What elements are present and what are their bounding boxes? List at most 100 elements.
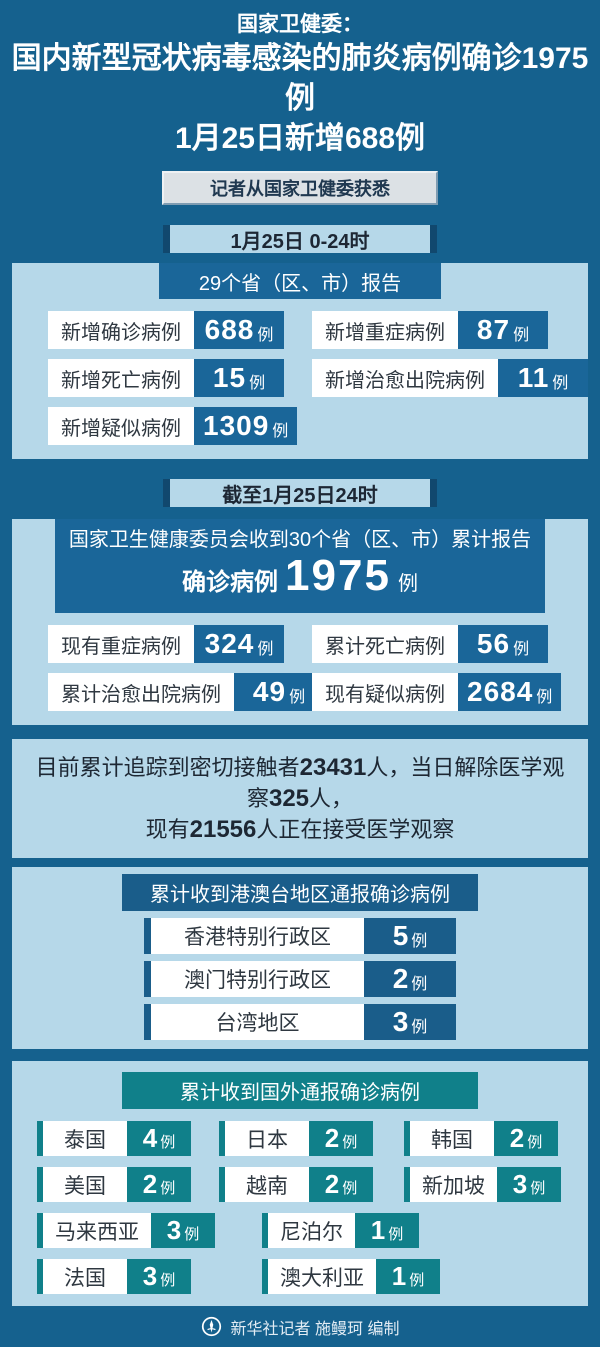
cumulative-tab: 截至1月25日24时 (163, 479, 437, 507)
country-label: 马来西亚 (43, 1213, 151, 1248)
page-header: 国家卫健委： 国内新型冠状病毒感染的肺炎病例确诊1975例 1月25日新增688… (0, 0, 600, 205)
observation-text: 人正在接受医学观察 (256, 817, 455, 842)
stat-unit: 例 (409, 1271, 425, 1289)
stat-row: 累计死亡病例 56 例 (312, 625, 548, 663)
stat-unit: 例 (397, 573, 418, 595)
stat-row: 现有疑似病例 2684 例 (312, 673, 562, 711)
country-value: 1 (370, 1215, 386, 1245)
row-accent-bar (219, 1167, 225, 1202)
stat-unit: 例 (289, 689, 306, 706)
country-value: 1 (391, 1261, 407, 1291)
page-title-line1: 国内新型冠状病毒感染的肺炎病例确诊1975例 (11, 42, 589, 115)
region-value: 3 (392, 1006, 409, 1037)
stat-unit: 例 (536, 689, 553, 706)
country-label: 日本 (225, 1121, 309, 1156)
stat-unit: 例 (160, 1179, 176, 1197)
stat-unit: 例 (411, 976, 428, 993)
cumulative-section: 截至1月25日24时 国家卫生健康委员会收到30个省（区、市）累计报告 确诊病例… (0, 479, 600, 725)
stat-unit: 例 (388, 1225, 404, 1243)
stat-value-box: 56 例 (458, 625, 548, 663)
stat-value-box: 49 例 (234, 673, 324, 711)
row-accent-bar (144, 1004, 151, 1040)
row-accent-bar (144, 918, 151, 954)
page-footer: 新华社记者 施鳗珂 编制 (0, 1306, 600, 1347)
observation-text: 现有 (145, 817, 190, 842)
cumulative-summary-line2: 确诊病例 1975 例 (55, 553, 545, 607)
stat-unit: 例 (411, 1019, 428, 1036)
daily-section: 1月25日 0-24时 29个省（区、市）报告 新增确诊病例 688 例 新增重症… (0, 225, 600, 459)
country-value: 3 (142, 1261, 158, 1291)
regions-header: 累计收到港澳台地区通报确诊病例 (122, 874, 478, 911)
region-value: 2 (392, 963, 409, 994)
stat-label: 累计死亡病例 (312, 625, 458, 663)
stat-label: 现有疑似病例 (312, 673, 458, 711)
observation-text: 人，当日解除医学观察 (246, 755, 565, 811)
stat-value: 324 (204, 628, 255, 659)
stat-unit: 例 (160, 1133, 176, 1151)
stat-label: 新增治愈出院病例 (312, 359, 498, 397)
country-value: 4 (142, 1123, 158, 1153)
stat-unit: 例 (184, 1225, 200, 1243)
observation-number: 325 (268, 785, 310, 812)
row-accent-bar (404, 1121, 410, 1156)
daily-rows: 新增确诊病例 688 例 新增重症病例 87 例 新增死亡病例 15 例 新增治愈出院… (12, 299, 588, 459)
country-value: 3 (166, 1215, 182, 1245)
stat-label: 现有重症病例 (48, 625, 194, 663)
confirmed-label: 确诊病例 (182, 569, 279, 596)
country-label: 澳大利亚 (268, 1259, 376, 1294)
daily-subheader: 29个省（区、市）报告 (159, 263, 441, 299)
stat-row: 新增治愈出院病例 11 例 (312, 359, 588, 397)
country-label: 新加坡 (410, 1167, 497, 1202)
stat-row: 新增确诊病例 688 例 (48, 311, 284, 349)
stat-value: 11 (517, 362, 550, 393)
country-label: 泰国 (43, 1121, 127, 1156)
stat-row: 现有重症病例 324 例 (48, 625, 284, 663)
page-title-line2: 1月25日新增688例 (174, 122, 426, 155)
stat-value-box: 688 例 (194, 311, 284, 349)
row-accent-bar (262, 1213, 268, 1248)
country-value: 2 (324, 1169, 340, 1199)
stat-value-box: 15 例 (194, 359, 284, 397)
stat-label: 新增死亡病例 (48, 359, 194, 397)
stat-value-box: 1309 例 (194, 407, 298, 445)
stat-unit: 例 (527, 1133, 543, 1151)
stat-unit: 例 (513, 327, 530, 344)
region-label: 香港特别行政区 (151, 918, 364, 954)
source-badge: 记者从国家卫健委获悉 (162, 171, 438, 205)
stat-unit: 例 (249, 375, 266, 392)
stat-unit: 例 (257, 641, 274, 658)
stat-value: 2684 (467, 676, 534, 707)
cumulative-panel: 国家卫生健康委员会收到30个省（区、市）累计报告 确诊病例 1975 例 现有重… (12, 519, 588, 725)
region-value: 5 (392, 920, 409, 951)
cumulative-summary-line1: 国家卫生健康委员会收到30个省（区、市）累计报告 (68, 529, 532, 551)
cumulative-summary-box: 国家卫生健康委员会收到30个省（区、市）累计报告 确诊病例 1975 例 (55, 519, 545, 613)
cumulative-rows: 现有重症病例 324 例 累计死亡病例 56 例 累计治愈出院病例 49 例 现有疑似… (12, 613, 588, 725)
region-label: 台湾地区 (151, 1004, 364, 1040)
confirmed-total: 1975 (285, 551, 391, 600)
row-accent-bar (37, 1167, 43, 1202)
stat-label: 新增疑似病例 (48, 407, 194, 445)
daily-panel: 29个省（区、市）报告 新增确诊病例 688 例 新增重症病例 87 例 新增死亡病… (12, 263, 588, 459)
row-accent-bar (144, 961, 151, 997)
stat-label: 新增重症病例 (312, 311, 458, 349)
header-kicker: 国家卫健委： (237, 13, 363, 36)
